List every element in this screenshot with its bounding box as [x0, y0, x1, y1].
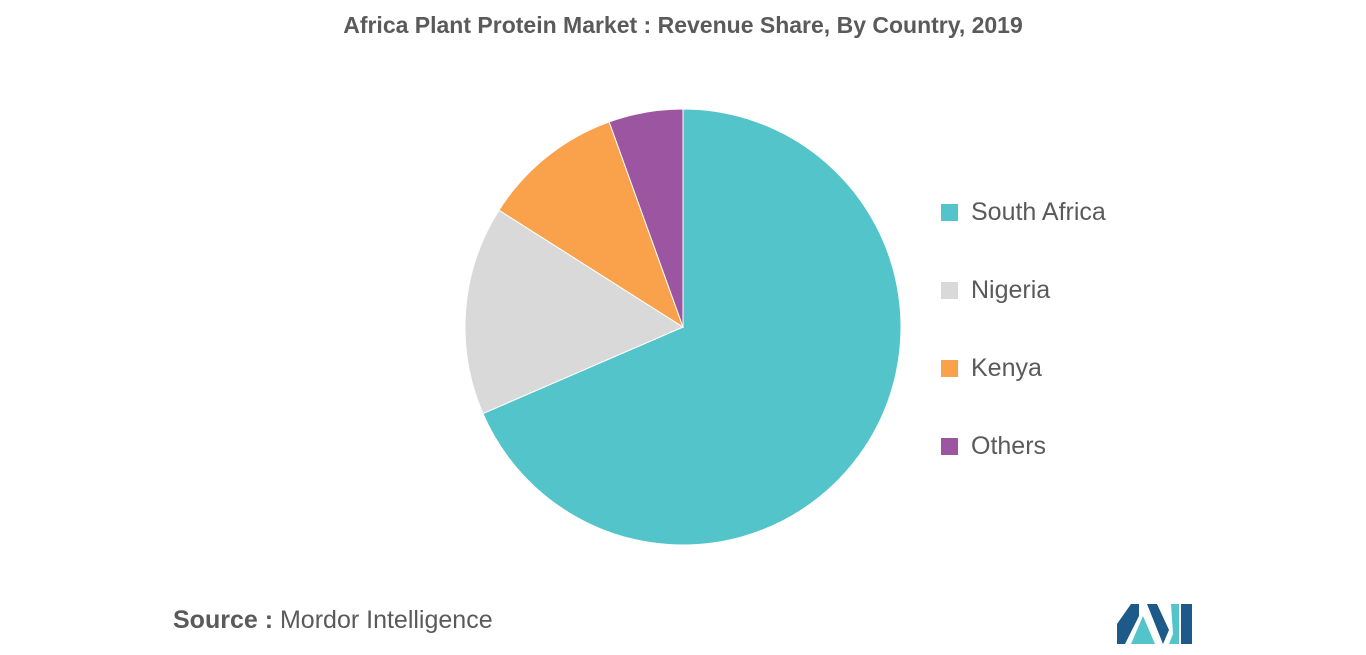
- legend-swatch: [941, 281, 958, 299]
- logo-shape: [1117, 604, 1139, 644]
- legend-label: Others: [971, 431, 1047, 460]
- pie-slice-others: [608, 108, 684, 328]
- source-prefix: Source :: [173, 606, 274, 634]
- logo-shape: [1169, 604, 1179, 644]
- logo-shape: [1181, 604, 1192, 644]
- legend-swatch: [941, 359, 958, 377]
- logo-shape: [1147, 604, 1169, 644]
- legend: South Africa Nigeria Kenya Others: [941, 193, 1106, 505]
- legend-swatch: [941, 203, 958, 221]
- chart-title: Africa Plant Protein Market : Revenue Sh…: [343, 12, 1023, 38]
- legend-item-others: Others: [941, 407, 1106, 485]
- legend-label: South Africa: [971, 197, 1106, 226]
- legend-swatch: [941, 437, 958, 455]
- pie-slices: [464, 108, 902, 546]
- pie-slice-south-africa: [482, 108, 902, 546]
- legend-item-nigeria: Nigeria: [941, 251, 1106, 329]
- legend-item-south-africa: South Africa: [941, 173, 1106, 251]
- pie-slice-nigeria: [464, 209, 685, 415]
- source-text: Mordor Intelligence: [279, 606, 493, 634]
- pie-slice-kenya: [498, 121, 684, 329]
- source-note: Source : Mordor Intelligence: [173, 606, 493, 635]
- logo-shape: [1131, 616, 1155, 644]
- legend-label: Kenya: [971, 353, 1042, 382]
- legend-item-kenya: Kenya: [941, 329, 1106, 407]
- mordor-intelligence-logo: [1117, 604, 1192, 644]
- legend-label: Nigeria: [971, 275, 1051, 304]
